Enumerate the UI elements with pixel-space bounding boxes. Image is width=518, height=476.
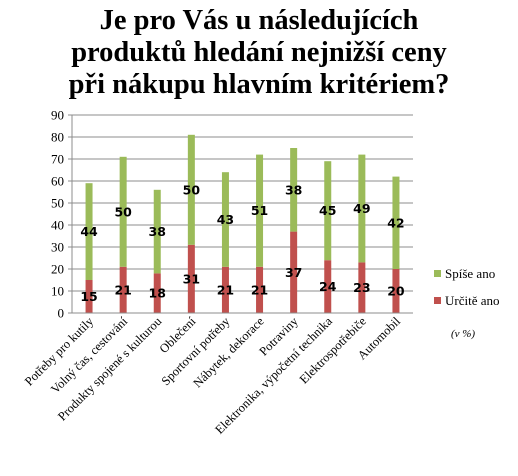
data-labels: 15 44 21 50 18 38 31 50 21 43 21 51 37 38 24 45 23 49 20 42 [80, 182, 405, 304]
data-label-spise-ano: 51 [251, 203, 268, 218]
y-tick-label: 90 [51, 108, 64, 123]
bar-spise-ano [187, 134, 195, 245]
chart-title-line-2: produktů hledání nejnižší ceny [71, 37, 447, 68]
bar-urcite-ano [358, 262, 366, 313]
bar-urcite-ano [324, 260, 332, 313]
data-label-spise-ano: 45 [319, 203, 336, 218]
legend-label-spise-ano: Spíše ano [445, 266, 495, 281]
bar-urcite-ano [221, 266, 229, 313]
bar-spise-ano [392, 176, 400, 269]
y-tick-label: 50 [51, 196, 64, 211]
bars [85, 134, 400, 313]
data-label-urcite-ano: 21 [217, 282, 234, 297]
data-label-urcite-ano: 20 [387, 284, 405, 299]
data-label-spise-ano: 38 [285, 182, 302, 197]
bar-urcite-ano [187, 244, 195, 313]
legend-swatch-urcite-ano [434, 297, 441, 304]
bar-spise-ano [256, 154, 264, 267]
unit-note: (v %) [451, 328, 475, 340]
data-label-urcite-ano: 31 [183, 271, 200, 286]
data-label-spise-ano: 42 [387, 215, 404, 230]
y-tick-label: 40 [51, 218, 64, 233]
legend: Spíše ano Určitě ano [434, 266, 500, 308]
data-label-urcite-ano: 21 [251, 282, 268, 297]
y-tick-label: 0 [58, 306, 65, 321]
bar-urcite-ano [153, 273, 161, 313]
y-axis: 0 10 20 30 40 50 60 70 80 90 [51, 108, 73, 321]
bar-spise-ano [153, 189, 161, 274]
data-label-spise-ano: 43 [217, 212, 234, 227]
data-label-spise-ano: 49 [353, 201, 370, 216]
y-tick-label: 70 [51, 152, 64, 167]
bar-urcite-ano [256, 266, 264, 313]
data-label-spise-ano: 50 [183, 182, 201, 197]
bar-urcite-ano [119, 266, 127, 313]
data-label-urcite-ano: 18 [149, 286, 166, 301]
bar-urcite-ano [290, 231, 298, 313]
chart-title-line-1: Je pro Vás u následujících [100, 5, 419, 36]
data-label-urcite-ano: 15 [80, 289, 97, 304]
y-tick-label: 60 [51, 174, 64, 189]
y-tick-label: 80 [51, 130, 64, 145]
bar-urcite-ano [85, 280, 93, 313]
bar-spise-ano [358, 154, 366, 263]
data-label-urcite-ano: 21 [114, 282, 131, 297]
bar-spise-ano [85, 183, 93, 280]
legend-swatch-spise-ano [434, 270, 441, 277]
bar-spise-ano [290, 148, 298, 232]
bar-spise-ano [119, 156, 127, 267]
bar-urcite-ano [392, 269, 400, 313]
bar-spise-ano [324, 161, 332, 261]
chart-title-line-3: při nákupu hlavním kritériem? [69, 69, 450, 100]
y-tick-label: 30 [51, 240, 64, 255]
data-label-urcite-ano: 24 [319, 279, 337, 294]
data-label-spise-ano: 38 [149, 224, 166, 239]
data-label-urcite-ano: 37 [285, 265, 302, 280]
bar-spise-ano [221, 172, 229, 267]
data-label-urcite-ano: 23 [353, 280, 370, 295]
y-tick-label: 10 [51, 284, 64, 299]
data-label-spise-ano: 44 [80, 224, 98, 239]
data-label-spise-ano: 50 [114, 204, 132, 219]
legend-label-urcite-ano: Určitě ano [445, 293, 500, 308]
y-tick-label: 20 [51, 262, 64, 277]
